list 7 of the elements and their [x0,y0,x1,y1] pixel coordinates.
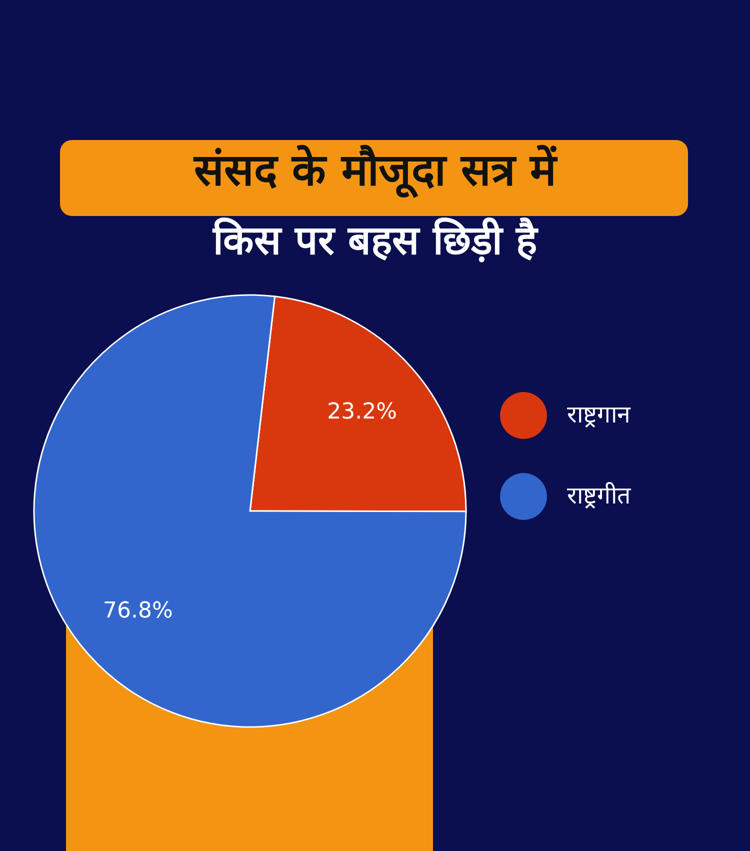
legend-label: राष्ट्रगीत [567,482,632,510]
chart-subtitle: किस पर बहस छिड़ी है [212,217,539,264]
data-label: 23.2% [327,399,398,424]
data-label: 76.8% [102,598,173,624]
chart-title: संसद के मौजूदा सत्र में [192,144,558,199]
pie-slice [33,294,467,728]
legend-label: राष्ट्रगान [567,400,631,428]
